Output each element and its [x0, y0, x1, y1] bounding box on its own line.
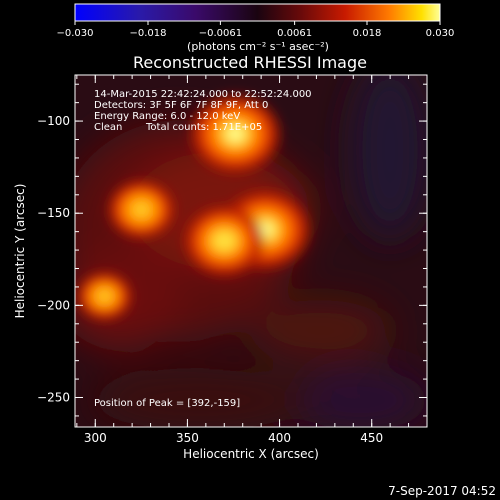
x-axis: 300 350 400 450	[76, 75, 428, 445]
x-axis-label: Heliocentric X (arcsec)	[183, 447, 319, 461]
x-tick-label: 400	[268, 431, 291, 445]
time-range-text: 14-Mar-2015 22:42:24.000 to 22:52:24.000	[94, 89, 312, 100]
colorbar-tick-label: 0.030	[426, 28, 455, 39]
x-tick-label: 450	[360, 431, 383, 445]
emission-source	[185, 206, 264, 275]
emission-source	[78, 273, 131, 320]
colorbar-tick-label: 0.0061	[277, 28, 312, 39]
image-map	[75, 75, 427, 427]
y-tick-label: −100	[37, 114, 70, 128]
source-layer	[78, 95, 309, 320]
x-tick-label: 300	[84, 431, 107, 445]
plot-frame	[74, 74, 428, 428]
emission-contour	[218, 235, 231, 247]
emission-source	[109, 181, 174, 238]
total-counts-text: Total counts: 1.71E+05	[145, 122, 262, 133]
x-tick-label: 350	[176, 431, 199, 445]
colorbar-tick-label: −0.018	[129, 28, 166, 39]
y-tick-label: −150	[37, 206, 70, 220]
chart-title: Reconstructed RHESSI Image	[133, 53, 367, 72]
energy-range-text: Energy Range: 6.0 - 12.0 keV	[94, 111, 240, 122]
colorbar-ticks: −0.030 −0.018 −0.0061 0.0061 0.018 0.030	[56, 21, 454, 39]
colorbar-unit-label: (photons cm⁻² s⁻¹ asec⁻²)	[187, 40, 329, 53]
y-axis-label: Heliocentric Y (arcsec)	[13, 184, 27, 319]
emission-source	[191, 95, 280, 172]
y-tick-label: −200	[37, 298, 70, 312]
plot-area: 300 350 400 450 −100 −150 −200 −250	[37, 74, 428, 445]
y-axis: −100 −150 −200 −250	[37, 83, 427, 417]
y-tick-label: −250	[37, 391, 70, 405]
emission-contour	[136, 205, 147, 214]
colorbar-tick-label: −0.030	[56, 28, 93, 39]
detectors-text: Detectors: 3F 5F 6F 7F 8F 9F, Att 0	[94, 100, 268, 111]
colorbar-strip	[74, 3, 441, 22]
colorbar-tick-label: −0.0061	[199, 28, 242, 39]
footer-date: 7-Sep-2017 04:52	[388, 484, 496, 498]
annotations: 14-Mar-2015 22:42:24.000 to 22:52:24.000…	[94, 89, 312, 409]
peak-position-text: Position of Peak = [392,-159]	[94, 398, 240, 409]
method-text: Clean	[94, 122, 122, 133]
emission-contour	[228, 127, 243, 140]
colorbar-tick-label: 0.018	[353, 28, 382, 39]
colorbar: −0.030 −0.018 −0.0061 0.0061 0.018 0.030 (pho…	[56, 3, 454, 53]
emission-contour	[100, 292, 109, 300]
